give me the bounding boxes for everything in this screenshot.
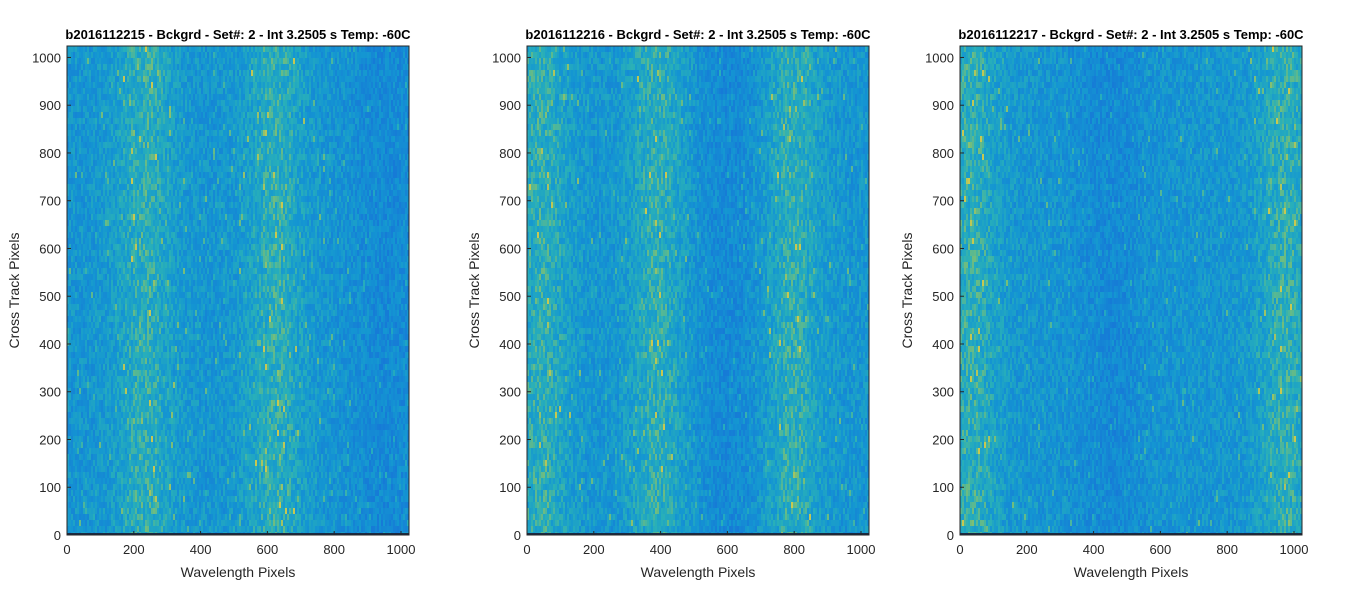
chart-panel-1: 0 200 400 600 800 1000 0 100 200 300 400 500 600 700 8… xyxy=(6,27,415,580)
heatmap-image xyxy=(67,46,409,535)
heatmap-image xyxy=(960,46,1302,535)
y-tick-label: 500 xyxy=(499,289,521,304)
y-tick-label: 1000 xyxy=(492,50,521,65)
y-tick-label: 300 xyxy=(932,385,954,400)
x-axis-label: Wavelength Pixels xyxy=(181,564,296,580)
y-axis-label: Cross Track Pixels xyxy=(6,233,22,349)
y-tick-label: 500 xyxy=(39,289,61,304)
y-tick-label: 700 xyxy=(499,194,521,209)
y-tick-label: 600 xyxy=(932,241,954,256)
y-tick-label: 0 xyxy=(514,528,521,543)
x-tick-label: 0 xyxy=(523,542,530,557)
y-tick-label: 0 xyxy=(947,528,954,543)
x-tick-label: 200 xyxy=(123,542,145,557)
y-tick-label: 1000 xyxy=(925,50,954,65)
y-tick-label: 900 xyxy=(499,98,521,113)
x-tick-label: 200 xyxy=(1016,542,1038,557)
x-tick-label: 800 xyxy=(783,542,805,557)
x-tick-label: 0 xyxy=(63,542,70,557)
y-tick-label: 300 xyxy=(499,385,521,400)
x-tick-label: 400 xyxy=(190,542,212,557)
y-tick-label: 400 xyxy=(39,337,61,352)
axes-box xyxy=(526,45,870,536)
chart-panel-2: 0 200 400 600 800 1000 0 100 200 300 400 500 600 700 8… xyxy=(466,27,875,580)
y-tick-label: 900 xyxy=(39,98,61,113)
y-tick-label: 700 xyxy=(932,194,954,209)
x-tick-label: 400 xyxy=(1083,542,1105,557)
x-tick-label: 1000 xyxy=(1280,542,1309,557)
x-tick-label: 200 xyxy=(583,542,605,557)
y-tick-label: 600 xyxy=(499,241,521,256)
y-tick-label: 200 xyxy=(932,432,954,447)
y-tick-label: 100 xyxy=(39,480,61,495)
y-tick-label: 700 xyxy=(39,194,61,209)
x-tick-label: 1000 xyxy=(847,542,876,557)
y-tick-label: 200 xyxy=(499,432,521,447)
x-tick-label: 800 xyxy=(323,542,345,557)
x-tick-label: 600 xyxy=(257,542,279,557)
axes-box xyxy=(66,45,410,536)
x-tick-label: 400 xyxy=(650,542,672,557)
y-tick-label: 100 xyxy=(932,480,954,495)
y-tick-label: 500 xyxy=(932,289,954,304)
x-tick-label: 800 xyxy=(1216,542,1238,557)
y-tick-label: 200 xyxy=(39,432,61,447)
heatmap-image xyxy=(527,46,869,535)
x-tick-label: 0 xyxy=(956,542,963,557)
chart-title: b2016112217 - Bckgrd - Set#: 2 - Int 3.2… xyxy=(958,27,1304,42)
y-tick-label: 400 xyxy=(499,337,521,352)
y-tick-label: 300 xyxy=(39,385,61,400)
y-tick-label: 0 xyxy=(54,528,61,543)
y-tick-label: 800 xyxy=(499,146,521,161)
axes-box xyxy=(959,45,1303,536)
y-tick-label: 600 xyxy=(39,241,61,256)
x-tick-label: 1000 xyxy=(387,542,416,557)
y-axis-label: Cross Track Pixels xyxy=(466,233,482,349)
x-axis-label: Wavelength Pixels xyxy=(1074,564,1189,580)
chart-title: b2016112215 - Bckgrd - Set#: 2 - Int 3.2… xyxy=(65,27,411,42)
y-tick-label: 1000 xyxy=(32,50,61,65)
y-tick-label: 100 xyxy=(499,480,521,495)
x-tick-label: 600 xyxy=(717,542,739,557)
y-tick-label: 800 xyxy=(39,146,61,161)
y-tick-label: 900 xyxy=(932,98,954,113)
y-axis-label: Cross Track Pixels xyxy=(899,233,915,349)
chart-title: b2016112216 - Bckgrd - Set#: 2 - Int 3.2… xyxy=(525,27,871,42)
x-axis-label: Wavelength Pixels xyxy=(641,564,756,580)
chart-panel-3: 0 200 400 600 800 1000 0 100 200 300 400 500 600 700 8… xyxy=(899,27,1308,580)
y-tick-label: 400 xyxy=(932,337,954,352)
y-tick-label: 800 xyxy=(932,146,954,161)
x-tick-label: 600 xyxy=(1150,542,1172,557)
